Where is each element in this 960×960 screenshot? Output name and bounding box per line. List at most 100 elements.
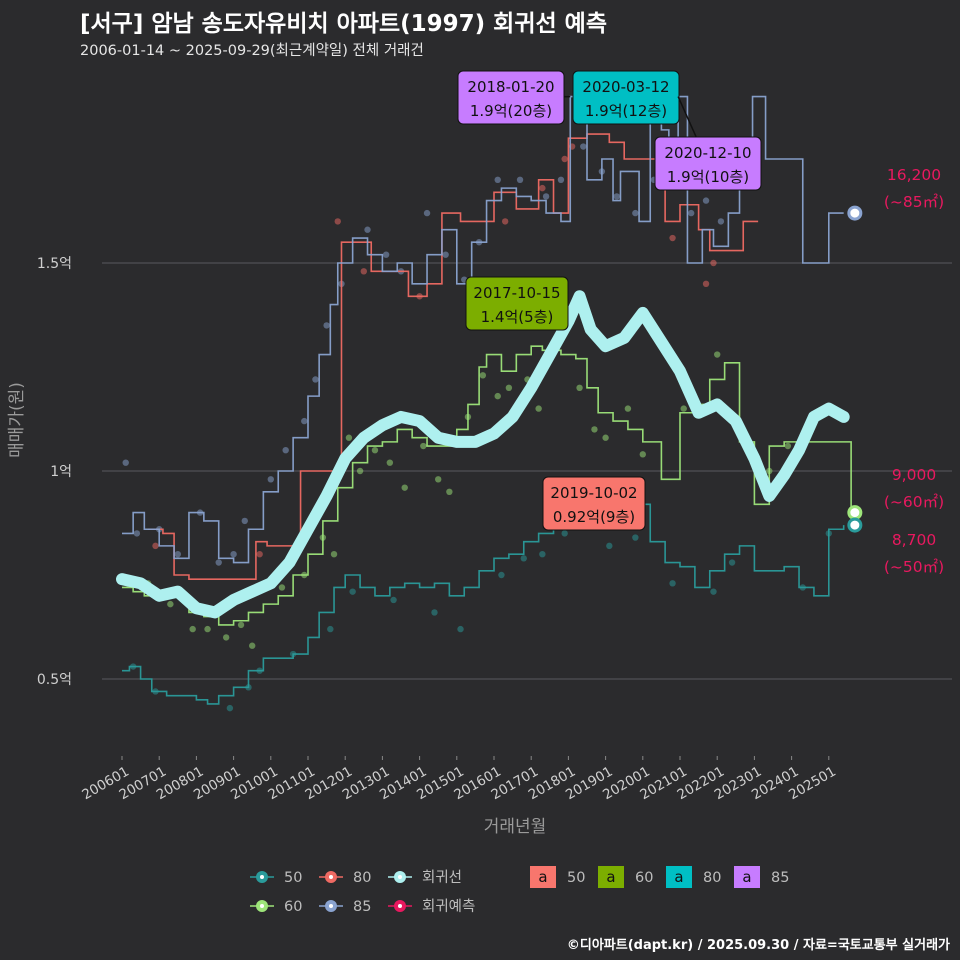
scatter-point [539,551,546,558]
scatter-point [204,625,211,633]
scatter-point [457,625,464,633]
annotation-box: 2017-10-15 1.4억(5층) [465,276,569,331]
legend-label: 50 [284,870,302,886]
scatter-point [516,176,524,183]
scatter-point [687,209,695,217]
scatter-point [215,559,222,566]
scatter-point [423,209,431,217]
scatter-point [189,625,196,633]
annotation-price: 1.9억(12층) [585,102,667,120]
scatter-point [498,571,505,579]
scatter-point [602,434,609,441]
forecast-point [847,517,863,533]
legend-box-glyph: a [538,868,547,886]
scatter-point [327,625,334,633]
legend-box-label: 80 [703,870,721,886]
forecast-area-label: (~85㎡) [884,193,944,211]
series-line-80 [148,133,759,580]
scatter-point [431,609,438,616]
annotation-price: 0.92억(9층) [553,508,635,526]
y-axis-label: 매매가(원) [7,382,27,458]
scatter-point [717,218,725,225]
y-tick-label: 0.5억 [37,672,72,688]
x-axis-label: 거래년월 [484,817,547,837]
forecast-price-label: 8,700 [892,531,936,549]
series-line-60 [122,345,852,626]
legend-swatch-dot [260,904,264,908]
scatter-point [241,517,248,525]
scatter-point [334,218,341,225]
scatter-point [323,322,330,329]
legend-item: 80 [319,870,371,886]
trend-line [116,290,850,619]
scatter-point [386,459,394,466]
scatter-point [505,384,513,391]
legend-box-glyph: a [742,868,751,886]
y-tick-label: 1.5억 [37,256,72,272]
scatter-point [152,542,159,550]
annotation-date: 2020-03-12 [582,78,669,96]
legend-item: 50 [250,870,302,886]
forecast-area-label: (~50㎡) [884,558,944,576]
scatter-point [710,588,717,595]
scatter-point [561,530,568,537]
scatter-point [312,376,319,383]
scatter-point [606,542,613,550]
legend-box-glyph: a [674,868,683,886]
scatter-point [230,551,237,558]
scatter-point [624,405,632,412]
scatter-point [784,442,792,450]
scatter-point [680,405,687,412]
annotation-bg [457,70,565,125]
annotation-bg [654,136,762,191]
scatter-point [580,143,587,150]
legend-label: 60 [284,899,302,915]
legend-box-item: a 80 [666,866,721,888]
legend-box-item: a 60 [598,866,653,888]
legend-box-swatch [734,866,760,888]
legend-box-item: a 50 [530,866,585,888]
scatter-point [174,551,181,558]
scatter-point [435,476,442,483]
scatter-point [501,218,509,225]
legend-label: 회귀선 [422,869,462,886]
scatter-point [669,234,676,242]
scatter-point [167,600,174,608]
legend-swatch-dot [329,875,333,879]
annotation-date: 2018-01-20 [467,78,554,96]
forecast-point [847,505,863,521]
scatter-point [542,193,550,200]
annotation-date: 2017-10-15 [473,284,560,302]
scatter-point [401,484,408,491]
scatter-point [301,417,308,425]
scatter-point [494,392,501,400]
legend-item: 60 [250,899,302,915]
scatter-point [494,176,501,183]
scatter-point [728,559,736,566]
legend-box-label: 85 [771,870,789,886]
series-line-85 [122,95,844,564]
scatter-point [237,621,245,629]
scatter-point [345,434,353,441]
forecast-point [847,205,863,221]
scatter-point [442,251,449,258]
scatter-point [520,555,527,562]
scatter-point [714,351,721,358]
annotation-box: 2019-10-02 0.92억(9층) [542,476,646,531]
scatter-point [364,226,371,233]
scatter-point [632,534,639,541]
annotation-price: 1.9억(20층) [470,102,552,120]
scatter-point [349,588,356,595]
legend-item: 회귀선 [388,869,462,886]
scatter-point [222,634,230,641]
legend-box-swatch [666,866,692,888]
scatter-point [702,197,710,204]
legend-label: 80 [353,870,371,886]
legend-swatch-dot [398,904,402,908]
scatter-point [539,184,546,192]
scatter-point [669,580,676,587]
scatter-point [122,459,129,466]
chart-caption: ©디아파트(dapt.kr) / 2025.09.30 / 자료=국토교통부 실… [566,938,950,953]
